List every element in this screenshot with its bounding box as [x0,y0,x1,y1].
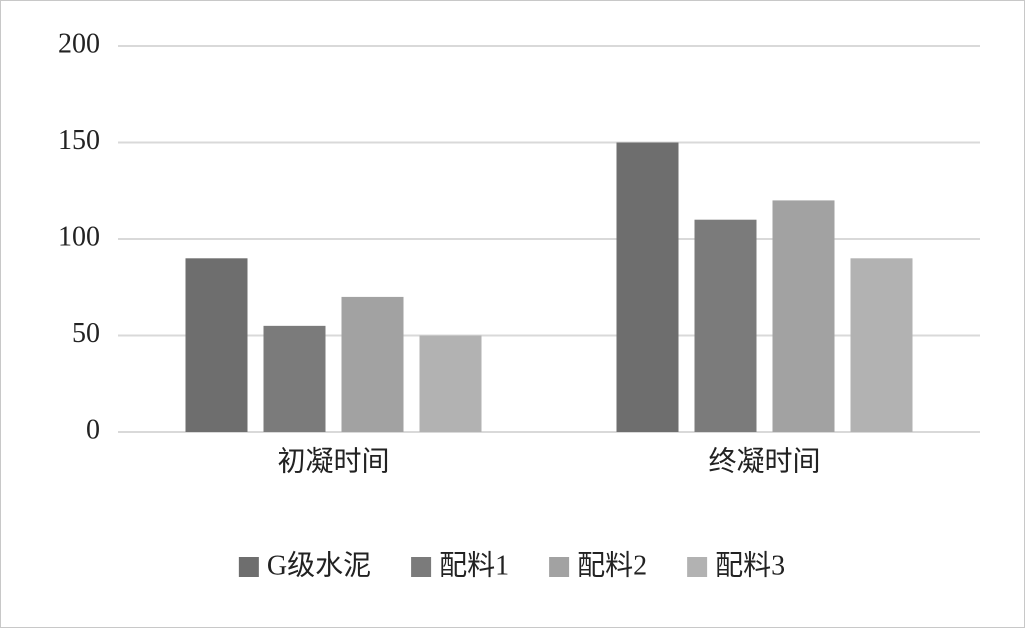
bar [694,219,757,432]
legend-label: 配料2 [577,549,647,581]
y-tick-label: 150 [58,125,100,156]
bar [772,200,835,432]
legend-swatch [687,557,708,577]
legend-label: 配料1 [439,549,509,581]
bar [850,258,913,432]
y-tick-label: 200 [58,28,100,59]
y-tick-label: 0 [86,414,100,445]
legend-swatch [238,557,259,577]
legend-swatch [549,557,570,577]
legend-swatch [411,557,432,577]
bar [419,335,482,432]
bar [616,142,679,432]
y-tick-label: 50 [72,318,100,349]
bar [341,296,404,432]
x-tick-label: 初凝时间 [277,445,389,477]
y-tick-label: 100 [58,221,100,252]
bar [263,325,326,432]
legend-label: 配料3 [715,549,785,581]
x-tick-label: 终凝时间 [708,445,820,477]
bar [185,258,248,432]
legend-label: G级水泥 [267,549,371,581]
